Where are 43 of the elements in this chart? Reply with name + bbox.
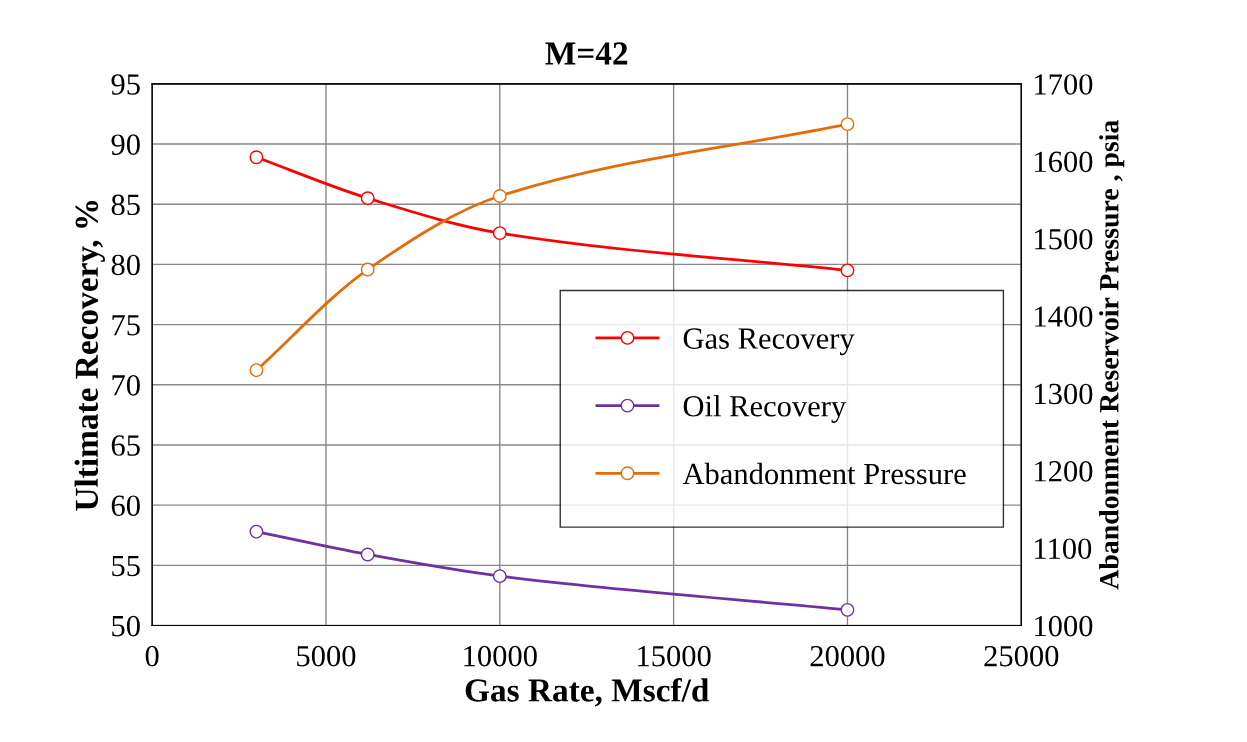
y-tick-label: 65 <box>111 435 140 456</box>
point <box>492 189 507 203</box>
legend-label: Gas Recovery <box>683 328 855 356</box>
y-axis-title: Ultimate Recovery, % <box>74 200 105 511</box>
y2-tick-label: 1200 <box>1035 461 1093 482</box>
x-tick-label: 15000 <box>638 645 711 667</box>
point <box>840 602 855 617</box>
x-tick-label: 0 <box>145 645 159 667</box>
point <box>360 547 375 562</box>
point <box>249 363 264 378</box>
x-tick-label: 10000 <box>464 645 537 667</box>
y-tick-label: 85 <box>111 194 140 216</box>
x-axis-title: Gas Rate, Mscf/d <box>465 677 709 707</box>
y2-tick-label: 1700 <box>1035 74 1093 95</box>
point <box>840 117 855 132</box>
point <box>249 150 264 165</box>
point <box>249 524 264 539</box>
x-tick-label: 25000 <box>984 645 1059 667</box>
y2-tick-label: 1600 <box>1035 151 1093 173</box>
legend-label: Oil Recovery <box>683 395 847 423</box>
y-tick-label: 70 <box>112 375 140 396</box>
y-tick-label: 60 <box>111 495 140 517</box>
point <box>360 262 375 277</box>
x-tick-label: 5000 <box>297 645 356 667</box>
y-tick-label: 95 <box>111 74 140 95</box>
point <box>840 263 855 278</box>
y2-tick-label: 1400 <box>1035 306 1093 327</box>
y-tick-label: 50 <box>112 615 140 637</box>
y2-axis-title: Abandonment Reservoir Pressure , psia <box>1099 120 1125 590</box>
x-tick-label: 20000 <box>810 645 885 667</box>
point <box>492 226 507 241</box>
y-tick-label: 75 <box>112 315 140 336</box>
y2-tick-label: 1300 <box>1035 383 1093 405</box>
legend-label: Abandonment Pressure <box>682 462 966 485</box>
y-tick-label: 90 <box>111 134 140 155</box>
point <box>492 569 507 584</box>
y2-tick-label: 1000 <box>1035 615 1093 637</box>
y-tick-label: 80 <box>111 254 140 276</box>
chart-title: M=42 <box>545 42 628 65</box>
y-tick-label: 55 <box>112 555 140 577</box>
y2-tick-label: 1100 <box>1035 538 1092 560</box>
y2-tick-label: 1500 <box>1035 228 1093 250</box>
point <box>360 191 375 206</box>
